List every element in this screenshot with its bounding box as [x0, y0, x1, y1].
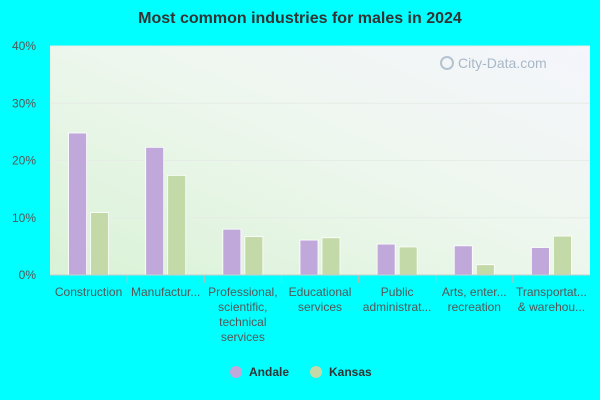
- bar-kansas: [244, 236, 264, 276]
- watermark-icon: [440, 56, 454, 70]
- legend-label-andale: Andale: [249, 365, 289, 379]
- bar-andale: [222, 228, 242, 276]
- bar-andale: [299, 239, 319, 276]
- y-tick-label: 10%: [12, 211, 36, 225]
- x-tick-label: Professional,: [208, 285, 277, 299]
- x-tick-label: services: [298, 300, 342, 314]
- x-tick-label: recreation: [448, 300, 501, 314]
- bar-kansas: [90, 212, 109, 276]
- legend-label-kansas: Kansas: [329, 365, 372, 379]
- y-tick-label: 20%: [12, 154, 36, 168]
- bar-andale: [531, 247, 550, 276]
- bar-andale: [68, 132, 87, 276]
- x-tick-label: Arts, enter...: [442, 285, 507, 299]
- x-tick-label: Construction: [55, 285, 122, 299]
- y-tick-label: 30%: [12, 96, 36, 110]
- x-tick-label: technical: [219, 315, 266, 329]
- x-tick-label: Educational: [289, 285, 352, 299]
- gridlines: [50, 45, 590, 219]
- y-axis: 0% 10% 20% 30% 40%: [12, 39, 36, 282]
- x-tick-label: Manufactur...: [131, 285, 200, 299]
- bar-andale: [376, 243, 396, 276]
- x-tick-label: Transportat...: [516, 285, 587, 299]
- legend-swatch-kansas: [310, 366, 322, 378]
- x-tick-label: services: [221, 330, 265, 344]
- legend: Andale Kansas: [230, 365, 372, 379]
- x-axis: Construction Manufactur... Professional,sc…: [50, 274, 590, 344]
- bar-kansas: [475, 264, 495, 276]
- bar-kansas: [321, 237, 341, 276]
- bar-kansas: [167, 174, 187, 276]
- y-tick-label: 40%: [12, 39, 36, 53]
- y-tick-label: 0%: [19, 268, 37, 282]
- x-tick-label: scientific,: [218, 300, 267, 314]
- bar-kansas: [553, 235, 572, 276]
- chart-title: Most common industries for males in 2024: [138, 10, 462, 27]
- watermark-text: City-Data.com: [458, 55, 547, 71]
- bars: [68, 132, 572, 276]
- legend-swatch-andale: [230, 366, 242, 378]
- bar-andale: [145, 146, 165, 276]
- x-tick-label: administrat...: [363, 300, 432, 314]
- bar-andale: [453, 245, 473, 276]
- watermark: City-Data.com: [440, 55, 547, 71]
- x-tick-label: & warehou...: [518, 300, 585, 314]
- bar-kansas: [398, 246, 418, 276]
- x-tick-label: Public: [381, 285, 414, 299]
